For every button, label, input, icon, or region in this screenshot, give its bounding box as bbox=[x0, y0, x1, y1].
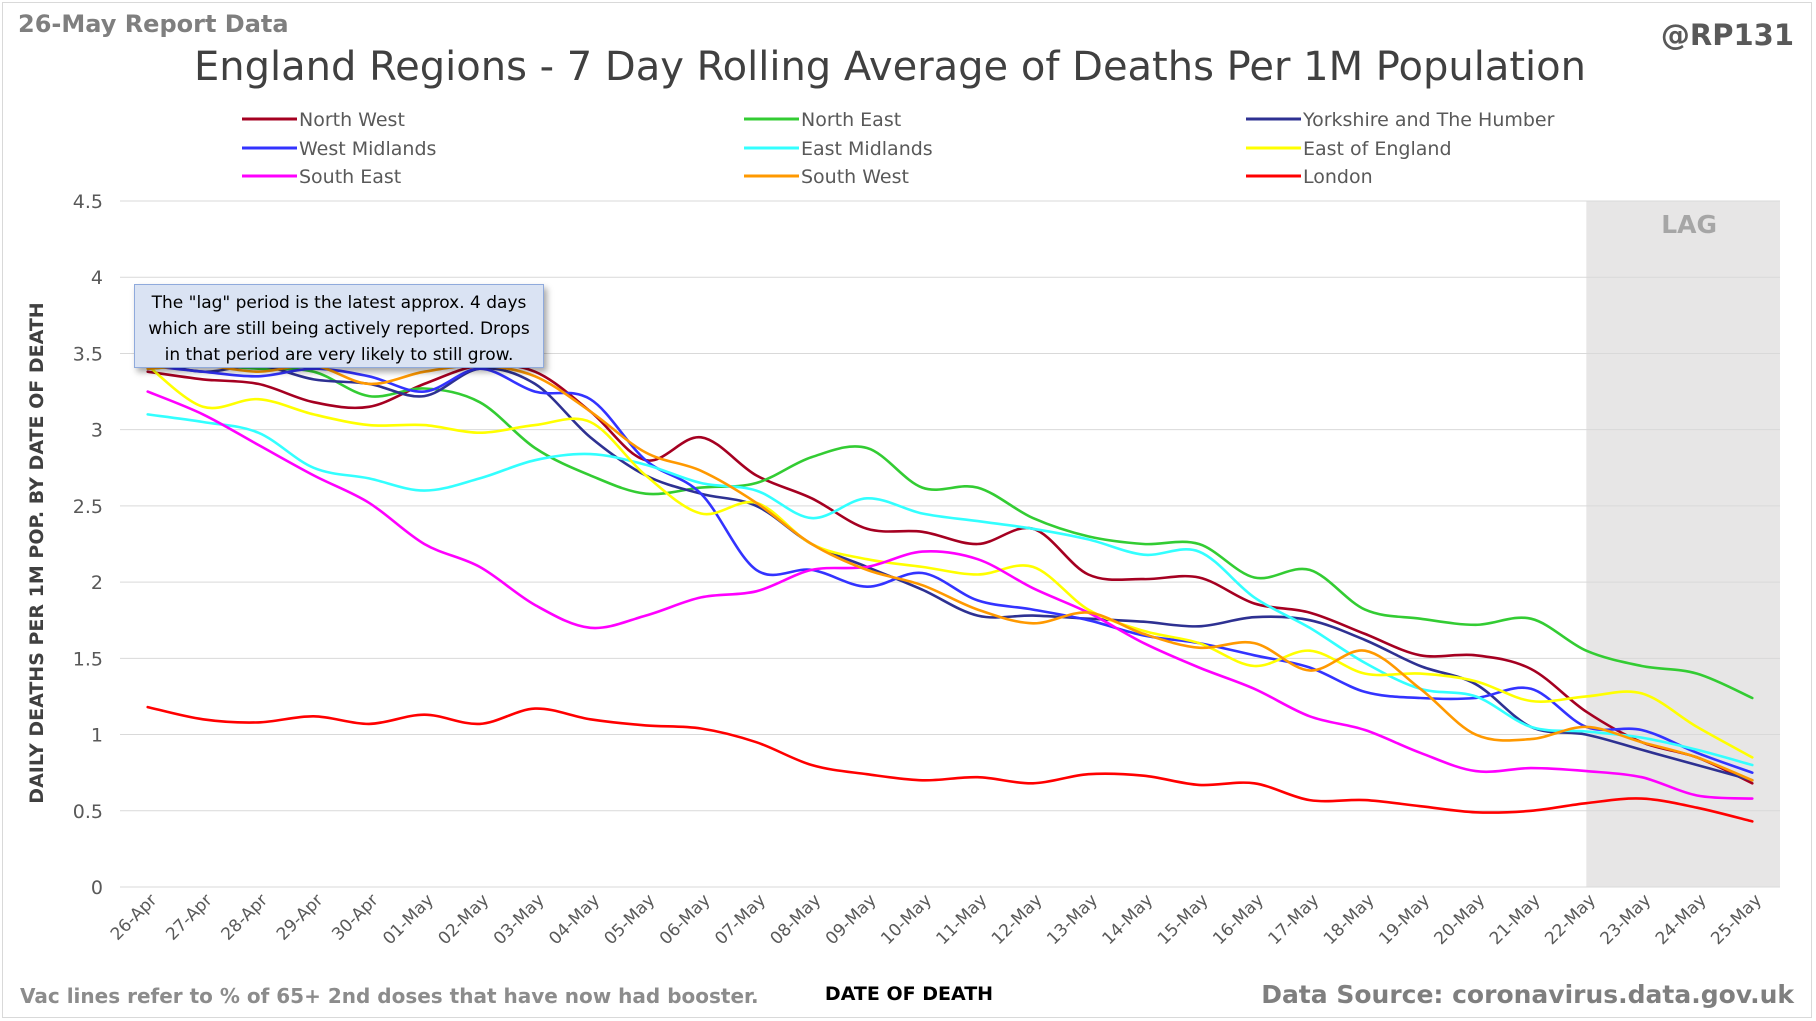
series-line-east-midlands bbox=[146, 413, 1754, 767]
x-tick-label: 22-May bbox=[1541, 890, 1600, 949]
series-line-south-west bbox=[146, 363, 1754, 782]
y-tick-label: 3.5 bbox=[73, 343, 103, 365]
legend-label-north-east: North East bbox=[801, 109, 901, 131]
x-tick-label: 26-Apr bbox=[107, 890, 161, 944]
x-tick-label: 19-May bbox=[1375, 890, 1434, 949]
x-tick-label: 12-May bbox=[988, 890, 1047, 949]
x-tick-label: 09-May bbox=[822, 890, 881, 949]
legend-label-south-east: South East bbox=[299, 166, 401, 188]
x-tick-label: 17-May bbox=[1265, 890, 1324, 949]
y-tick-label: 0 bbox=[91, 877, 103, 899]
legend-label-west-midlands: West Midlands bbox=[299, 138, 436, 160]
series-line-north-west bbox=[146, 363, 1754, 785]
x-tick-label: 15-May bbox=[1154, 890, 1213, 949]
x-tick-label: 30-Apr bbox=[328, 890, 382, 944]
x-tick-label: 13-May bbox=[1043, 890, 1102, 949]
series-line-london bbox=[146, 705, 1754, 823]
series-line-south-east bbox=[146, 390, 1754, 800]
legend-label-south-west: South West bbox=[801, 166, 909, 188]
lag-explanation-callout: The "lag" period is the latest approx. 4… bbox=[134, 284, 544, 368]
y-axis-ticks: 0 0.5 1 1.5 2 2.5 3 3.5 4 4.5 bbox=[73, 191, 103, 899]
vaccine-footnote: Vac lines refer to % of 65+ 2nd doses th… bbox=[20, 984, 759, 1008]
x-tick-label: 04-May bbox=[545, 890, 604, 949]
y-tick-label: 0.5 bbox=[73, 801, 103, 823]
y-tick-label: 4 bbox=[91, 267, 103, 289]
legend: North West North East Yorkshire and The Hu… bbox=[242, 109, 1555, 188]
x-tick-label: 28-Apr bbox=[218, 890, 272, 944]
series-line-east-of-england bbox=[146, 364, 1754, 759]
report-date-label: 26-May Report Data bbox=[18, 10, 289, 38]
y-tick-label: 3 bbox=[91, 420, 103, 442]
y-tick-label: 4.5 bbox=[73, 191, 103, 213]
x-tick-label: 27-Apr bbox=[162, 890, 216, 944]
legend-label-yorkshire-and-the-humber: Yorkshire and The Humber bbox=[1302, 109, 1555, 131]
x-tick-label: 20-May bbox=[1431, 890, 1490, 949]
y-axis-title: DAILY DEATHS PER 1M POP. BY DATE OF DEAT… bbox=[26, 302, 48, 803]
x-tick-label: 11-May bbox=[933, 890, 992, 949]
x-tick-label: 23-May bbox=[1597, 890, 1656, 949]
x-tick-label: 21-May bbox=[1486, 890, 1545, 949]
x-tick-label: 02-May bbox=[435, 890, 494, 949]
y-tick-label: 1 bbox=[91, 725, 103, 747]
x-tick-label: 03-May bbox=[490, 890, 549, 949]
lag-label: LAG bbox=[1661, 210, 1717, 239]
author-handle: @RP131 bbox=[1660, 18, 1794, 52]
x-tick-label: 10-May bbox=[877, 890, 936, 949]
lag-region: LAG bbox=[1586, 201, 1780, 887]
x-axis-ticks: 26-Apr 27-Apr 28-Apr 29-Apr 30-Apr01-May02-M… bbox=[107, 890, 1766, 949]
legend-label-east-midlands: East Midlands bbox=[801, 138, 933, 160]
series-line-north-east bbox=[146, 364, 1754, 700]
x-tick-label: 01-May bbox=[379, 890, 438, 949]
x-tick-label: 16-May bbox=[1209, 890, 1268, 949]
x-tick-label: 14-May bbox=[1099, 890, 1158, 949]
series-line-yorkshire-and-the-humber bbox=[146, 359, 1754, 782]
x-tick-label: 05-May bbox=[601, 890, 660, 949]
series-lines bbox=[146, 359, 1754, 823]
x-axis-title: DATE OF DEATH bbox=[825, 983, 993, 1005]
y-tick-label: 2.5 bbox=[73, 496, 103, 518]
x-tick-label: 06-May bbox=[656, 890, 715, 949]
y-tick-label: 2 bbox=[91, 572, 103, 594]
x-tick-label: 24-May bbox=[1652, 890, 1711, 949]
data-source-label: Data Source: coronavirus.data.gov.uk bbox=[1261, 980, 1794, 1009]
legend-label-london: London bbox=[1303, 166, 1373, 188]
x-tick-label: 08-May bbox=[767, 890, 826, 949]
x-tick-label: 18-May bbox=[1320, 890, 1379, 949]
x-tick-label: 29-Apr bbox=[273, 890, 327, 944]
lag-shading bbox=[1586, 201, 1780, 887]
x-tick-label: 07-May bbox=[711, 890, 770, 949]
legend-label-east-of-england: East of England bbox=[1303, 138, 1452, 160]
legend-label-north-west: North West bbox=[299, 109, 405, 131]
chart-title: England Regions - 7 Day Rolling Average … bbox=[194, 44, 1586, 90]
y-tick-label: 1.5 bbox=[73, 648, 103, 670]
x-tick-label: 25-May bbox=[1707, 890, 1766, 949]
